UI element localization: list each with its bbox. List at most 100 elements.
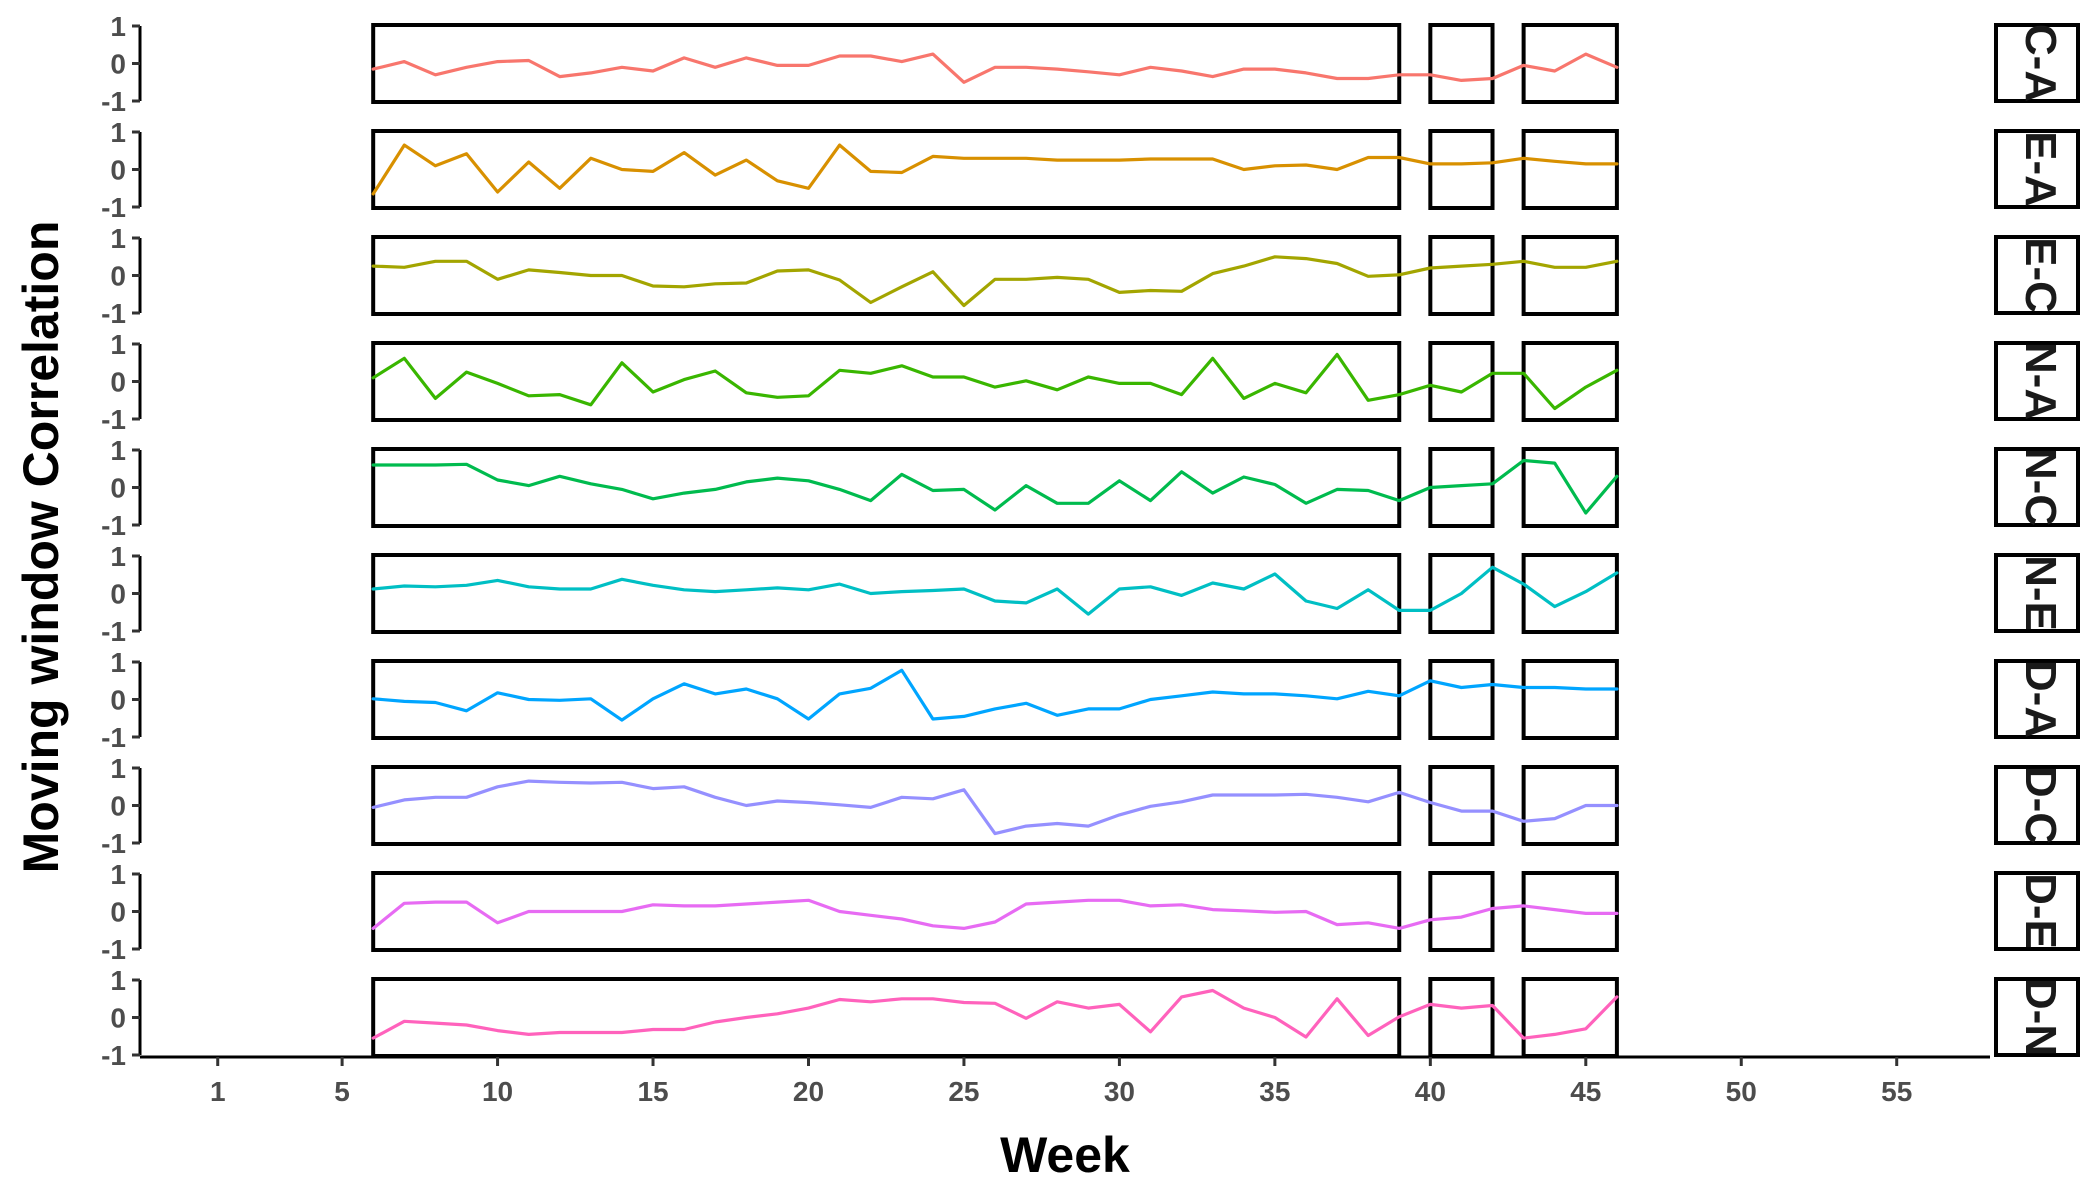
y-tick-label: 1 xyxy=(110,541,126,572)
highlight-window-box xyxy=(1521,235,1619,316)
y-tick-label: -1 xyxy=(101,828,126,859)
x-tick-label: 55 xyxy=(1881,1076,1912,1107)
y-tick-label: 1 xyxy=(110,435,126,466)
x-tick-label: 45 xyxy=(1570,1076,1601,1107)
highlight-window-box xyxy=(1521,447,1619,528)
highlight-window-box xyxy=(1521,871,1619,952)
highlight-window-box xyxy=(1428,553,1495,634)
facet-strip-box xyxy=(1994,765,2080,845)
highlight-window-box xyxy=(371,341,1402,422)
panels: -1 0 1 C-A -1 0 1 E-A -1 0 1 E-C -1 0 1 N-A -1 0 1 N-C -1 0 1 N… xyxy=(101,11,2080,1071)
highlight-window-box xyxy=(371,447,1402,528)
highlight-window-box xyxy=(1428,977,1495,1058)
highlight-window-box xyxy=(371,553,1402,634)
highlight-window-box xyxy=(1521,129,1619,210)
y-tick-label: 0 xyxy=(110,791,126,822)
series-line-d-a xyxy=(371,668,1619,722)
facet-strip-label: D-A xyxy=(2016,660,2065,738)
x-tick-label: 20 xyxy=(793,1076,824,1107)
y-tick-label: 0 xyxy=(110,897,126,928)
y-axis-title: Moving window Correlation xyxy=(13,221,69,874)
series-line-e-a xyxy=(371,143,1619,196)
series-line-e-c xyxy=(371,255,1619,308)
y-tick-label: 1 xyxy=(110,647,126,678)
highlight-window-box xyxy=(371,235,1402,316)
y-tick-label: -1 xyxy=(101,1040,126,1071)
y-tick-label: -1 xyxy=(101,510,126,541)
panel-n-e: -1 0 1 N-E xyxy=(101,541,2080,647)
highlight-window-box xyxy=(1428,659,1495,740)
series-line-d-n xyxy=(371,988,1619,1040)
series-line-n-c xyxy=(371,458,1619,515)
highlight-window-box xyxy=(371,129,1402,210)
y-tick-label: 0 xyxy=(110,579,126,610)
highlight-window-box xyxy=(1428,871,1495,952)
facet-strip-label: N-A xyxy=(2016,342,2065,420)
facet-strip-label: N-E xyxy=(2016,555,2065,631)
x-axis: 1 5 10 15 20 25 30 35 40 45 50 55 xyxy=(140,1055,1990,1107)
facet-strip-box xyxy=(1994,977,2080,1057)
highlight-window-box xyxy=(1521,553,1619,634)
panel-e-a: -1 0 1 E-A xyxy=(101,117,2080,223)
y-tick-label: 0 xyxy=(110,1003,126,1034)
facet-strip-box xyxy=(1994,871,2080,951)
series-line-n-a xyxy=(371,352,1619,411)
y-tick-label: 1 xyxy=(110,753,126,784)
series-line-d-e xyxy=(371,898,1619,931)
facet-strip-box xyxy=(1994,235,2080,315)
y-tick-label: 1 xyxy=(110,965,126,996)
highlight-window-box xyxy=(371,871,1402,952)
series-line-d-c xyxy=(371,779,1619,836)
x-tick-label: 1 xyxy=(210,1076,226,1107)
panel-d-e: -1 0 1 D-E xyxy=(101,859,2080,965)
highlight-window-box xyxy=(371,23,1402,104)
y-tick-label: -1 xyxy=(101,192,126,223)
x-tick-label: 40 xyxy=(1415,1076,1446,1107)
highlight-window-box xyxy=(371,977,1402,1058)
facet-strip-label: D-E xyxy=(2016,873,2065,949)
y-tick-label: 0 xyxy=(110,367,126,398)
panel-d-n: -1 0 1 D-N xyxy=(101,965,2080,1071)
x-tick-label: 10 xyxy=(482,1076,513,1107)
x-tick-label: 25 xyxy=(948,1076,979,1107)
panel-n-a: -1 0 1 N-A xyxy=(101,329,2080,435)
y-tick-label: 0 xyxy=(110,473,126,504)
x-tick-label: 50 xyxy=(1726,1076,1757,1107)
facet-strip-box xyxy=(1994,659,2080,739)
y-tick-label: -1 xyxy=(101,722,126,753)
facet-strip-label: D-N xyxy=(2016,978,2065,1056)
y-tick-label: 1 xyxy=(110,859,126,890)
highlight-window-box xyxy=(1428,235,1495,316)
facet-strip-label: D-C xyxy=(2016,766,2065,844)
panel-e-c: -1 0 1 E-C xyxy=(101,223,2080,329)
highlight-window-box xyxy=(1521,23,1619,104)
highlight-window-box xyxy=(1521,341,1619,422)
panel-c-a: -1 0 1 C-A xyxy=(101,11,2080,117)
highlight-window-box xyxy=(1521,977,1619,1058)
y-tick-label: -1 xyxy=(101,86,126,117)
y-tick-label: -1 xyxy=(101,404,126,435)
highlight-window-box xyxy=(1428,129,1495,210)
facet-strip-label: E-C xyxy=(2016,237,2065,313)
highlight-window-box xyxy=(1428,765,1495,846)
facet-strip-box xyxy=(1994,447,2080,527)
facet-strip-box xyxy=(1994,553,2080,633)
x-tick-label: 5 xyxy=(334,1076,350,1107)
panel-d-a: -1 0 1 D-A xyxy=(101,647,2080,753)
y-tick-label: 1 xyxy=(110,329,126,360)
y-tick-label: 0 xyxy=(110,155,126,186)
y-tick-label: 0 xyxy=(110,261,126,292)
highlight-window-box xyxy=(371,765,1402,846)
highlight-window-box xyxy=(1521,659,1619,740)
facet-strip-box xyxy=(1994,341,2080,421)
y-tick-label: 1 xyxy=(110,117,126,148)
panel-n-c: -1 0 1 N-C xyxy=(101,435,2080,541)
x-tick-label: 35 xyxy=(1259,1076,1290,1107)
series-line-n-e xyxy=(371,565,1619,616)
y-tick-label: 1 xyxy=(110,11,126,42)
y-tick-label: 0 xyxy=(110,49,126,80)
x-tick-label: 30 xyxy=(1104,1076,1135,1107)
y-tick-label: 0 xyxy=(110,685,126,716)
